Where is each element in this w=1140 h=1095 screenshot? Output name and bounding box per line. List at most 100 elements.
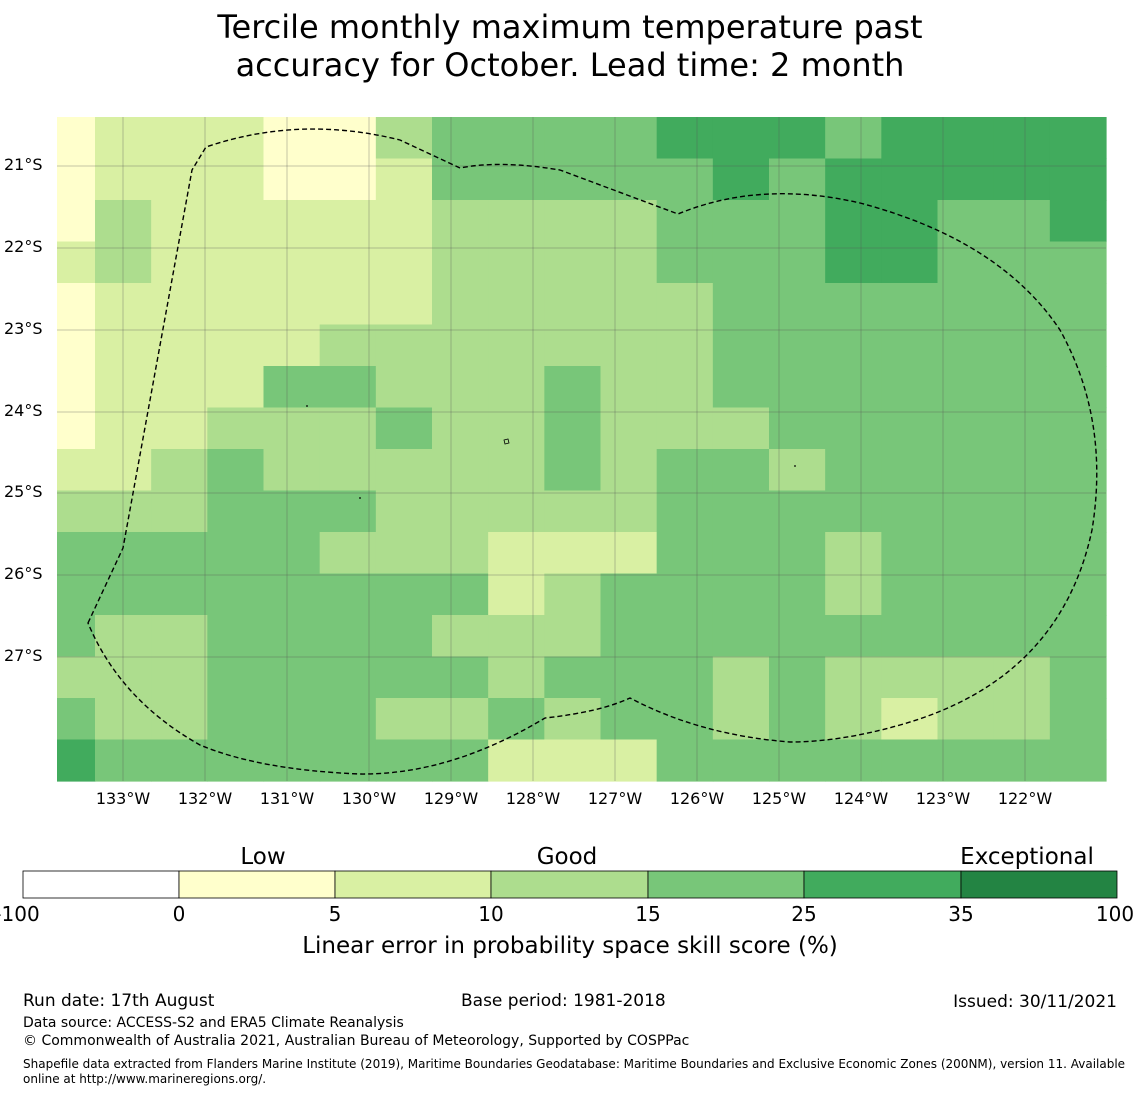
skill-cell [825,200,882,243]
skill-cell [151,366,208,409]
lat-tick-label: 24°S [4,401,43,420]
skill-cell [207,283,265,326]
skill-cell [151,573,208,616]
skill-cell [432,490,489,533]
skill-cell [319,490,377,533]
skill-cell [881,656,939,699]
skill-cell [488,324,545,367]
skill-cell [656,117,714,160]
colorbar-tick-label: 15 [635,902,661,926]
colorbar-tick-label: -100 [0,902,40,926]
skill-grid-cells [57,117,1107,782]
colorbar [22,870,1118,899]
skill-cell [57,366,96,409]
skill-cell [544,283,602,326]
skill-cell [656,324,714,367]
skill-cell [769,283,826,326]
skill-cell [432,366,489,409]
skill-cell [207,656,265,699]
skill-cell [432,615,489,658]
skill-cell [207,366,265,409]
skill-cell [769,241,826,284]
skill-cell [937,615,995,658]
skill-cell [993,532,1051,575]
skill-cell [769,407,826,450]
skill-cell [600,449,658,492]
skill-cell [319,573,377,616]
skill-cell [95,490,152,533]
colorbar-bin [647,870,805,899]
skill-cell [488,158,545,201]
skill-cell [375,241,433,284]
skill-cell [57,117,96,160]
skill-cell [544,158,602,201]
skill-cell [769,656,826,699]
skill-cell [825,407,882,450]
skill-cell [488,241,545,284]
lat-tick-label: 22°S [4,237,43,256]
skill-cell [319,615,377,658]
skill-cell [1049,283,1107,326]
colorbar-category-good: Good [536,844,598,870]
skill-cell [263,449,321,492]
skill-cell [95,241,152,284]
skill-cell [712,117,770,160]
skill-cell [57,615,96,658]
islet-marker [359,497,361,499]
islet-marker [306,405,308,407]
skill-cell [263,158,321,201]
skill-cell [600,241,658,284]
lat-tick-label: 21°S [4,155,43,174]
eez-boundary [87,128,1098,775]
skill-cell [881,739,939,782]
skill-cell [881,158,939,201]
skill-cell [488,200,545,243]
skill-cell [656,490,714,533]
skill-cell [937,739,995,782]
skill-cell [993,200,1051,243]
skill-cell [769,366,826,409]
skill-cell [937,324,995,367]
skill-cell [207,615,265,658]
skill-cell [825,366,882,409]
islet-marker [794,465,796,467]
lon-tick-label: 124°W [833,789,889,808]
run-date: Run date: 17th August [23,991,215,1011]
skill-cell [375,283,433,326]
lon-tick-label: 122°W [997,789,1053,808]
skill-cell [263,573,321,616]
skill-cell [881,490,939,533]
skill-cell [769,573,826,616]
skill-cell [544,739,602,782]
skill-cell [95,158,152,201]
skill-cell [319,532,377,575]
skill-cell [375,324,433,367]
skill-cell [95,324,152,367]
skill-cell [656,241,714,284]
skill-cell [432,324,489,367]
skill-cell [488,739,545,782]
skill-cell [263,283,321,326]
skill-cell [600,324,658,367]
skill-cell [432,698,489,741]
colorbar-bin [334,870,492,899]
skill-cell [151,241,208,284]
skill-cell [656,200,714,243]
skill-cell [769,449,826,492]
skill-cell [263,366,321,409]
skill-cell [769,490,826,533]
data-source: Data source: ACCESS-S2 and ERA5 Climate … [23,1015,404,1031]
skill-cell [95,283,152,326]
skill-cell [151,739,208,782]
skill-cell [207,490,265,533]
skill-cell [881,573,939,616]
skill-cell [544,532,602,575]
skill-cell [825,241,882,284]
skill-cell [769,739,826,782]
colorbar-bin [22,870,180,899]
skill-cell [432,241,489,284]
skill-cell [95,532,152,575]
skill-cell [1049,656,1107,699]
skill-cell [432,656,489,699]
skill-cell [95,407,152,450]
